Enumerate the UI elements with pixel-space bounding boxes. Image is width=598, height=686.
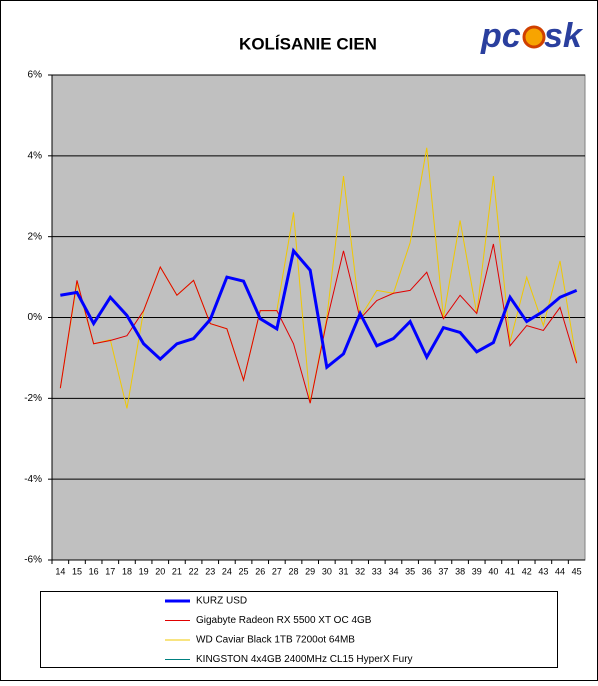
x-tick-label: 30 bbox=[322, 566, 332, 576]
x-tick-label: 34 bbox=[388, 566, 398, 576]
y-tick-label: -4% bbox=[24, 474, 42, 485]
y-tick-label: -6% bbox=[24, 555, 42, 566]
x-tick-label: 31 bbox=[338, 566, 348, 576]
x-tick-label: 37 bbox=[438, 566, 448, 576]
x-tick-label: 14 bbox=[55, 566, 65, 576]
y-tick-label: 6% bbox=[28, 70, 43, 81]
legend bbox=[40, 591, 558, 668]
x-tick-label: 45 bbox=[572, 566, 582, 576]
x-tick-label: 42 bbox=[522, 566, 532, 576]
legend-label: KURZ USD bbox=[196, 596, 247, 607]
x-tick-label: 18 bbox=[122, 566, 132, 576]
x-tick-label: 43 bbox=[538, 566, 548, 576]
x-tick-label: 39 bbox=[472, 566, 482, 576]
x-tick-label: 19 bbox=[139, 566, 149, 576]
x-tick-label: 36 bbox=[422, 566, 432, 576]
y-tick-label: -2% bbox=[24, 393, 42, 404]
x-tick-label: 24 bbox=[222, 566, 232, 576]
x-tick-label: 16 bbox=[89, 566, 99, 576]
x-tick-label: 21 bbox=[172, 566, 182, 576]
series-line bbox=[60, 247, 578, 370]
x-tick-label: 32 bbox=[355, 566, 365, 576]
x-tick-label: 15 bbox=[72, 566, 82, 576]
x-tick-label: 33 bbox=[372, 566, 382, 576]
logo-right: sk bbox=[544, 17, 584, 55]
x-tick-label: 28 bbox=[289, 566, 299, 576]
x-tick-label: 26 bbox=[255, 566, 265, 576]
legend-label: KINGSTON 4x4GB 2400MHz CL15 HyperX Fury bbox=[196, 654, 413, 665]
x-tick-label: 29 bbox=[305, 566, 315, 576]
legend-label: WD Caviar Black 1TB 7200ot 64MB bbox=[196, 635, 355, 646]
x-tick-label: 20 bbox=[155, 566, 165, 576]
x-tick-label: 23 bbox=[205, 566, 215, 576]
y-tick-label: 4% bbox=[28, 150, 43, 161]
x-tick-label: 38 bbox=[455, 566, 465, 576]
x-tick-label: 27 bbox=[272, 566, 282, 576]
y-tick-label: 0% bbox=[28, 312, 43, 323]
x-tick-label: 25 bbox=[239, 566, 249, 576]
x-tick-label: 44 bbox=[555, 566, 565, 576]
x-tick-label: 41 bbox=[505, 566, 515, 576]
legend-label: Gigabyte Radeon RX 5500 XT OC 4GB bbox=[196, 615, 372, 626]
chart-title: KOLÍSANIE CIEN bbox=[239, 34, 377, 53]
x-tick-label: 40 bbox=[488, 566, 498, 576]
logo: pc sk bbox=[480, 17, 584, 55]
series-line bbox=[59, 243, 578, 404]
x-tick-label: 17 bbox=[105, 566, 115, 576]
logo-left: pc bbox=[480, 17, 521, 55]
x-tick-label: 35 bbox=[405, 566, 415, 576]
y-tick-label: 2% bbox=[28, 231, 43, 242]
logo-flame bbox=[522, 25, 546, 49]
x-tick-label: 22 bbox=[189, 566, 199, 576]
